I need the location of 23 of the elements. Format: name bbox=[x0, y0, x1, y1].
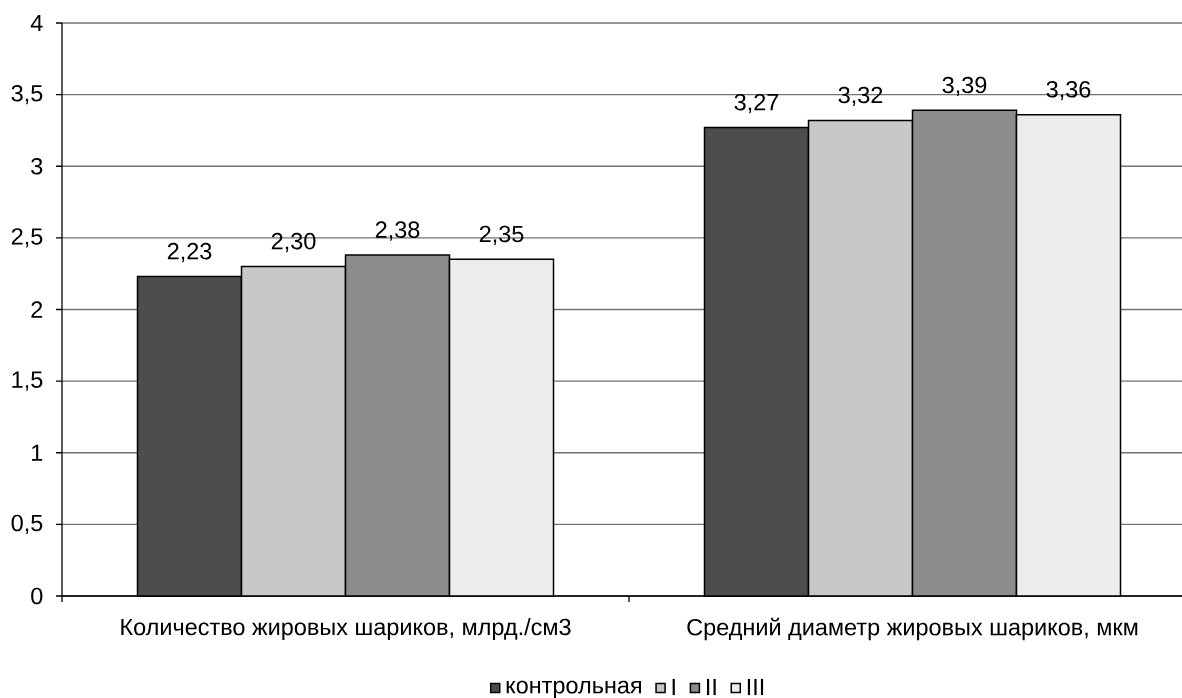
legend-label: контрольная bbox=[506, 680, 642, 698]
y-tick-label: 4 bbox=[30, 14, 43, 32]
y-tick-label: 1 bbox=[32, 444, 43, 461]
y-tick-label: 3,5 bbox=[11, 84, 43, 105]
data-label: 2,30 bbox=[271, 232, 316, 253]
x-tick-label: Средний диаметр жировых шариков, мкм bbox=[687, 617, 1138, 641]
legend-label: III bbox=[747, 678, 764, 696]
y-tick-label: 0 bbox=[31, 587, 43, 605]
x-tick-label: Количество жировых шариков, млрд./см3 bbox=[121, 618, 571, 640]
data-label: 3,32 bbox=[838, 86, 883, 107]
y-tick-label: 0,5 bbox=[11, 514, 43, 535]
y-tick-label: 2 bbox=[31, 301, 43, 318]
y-tick-label: 3 bbox=[31, 157, 43, 175]
data-label: 2,23 bbox=[167, 242, 212, 263]
data-label: 2,35 bbox=[479, 225, 524, 246]
y-tick-label: 2,5 bbox=[11, 228, 43, 248]
data-label: 3,39 bbox=[942, 76, 987, 97]
legend-label: I bbox=[672, 678, 675, 696]
data-label: 3,36 bbox=[1046, 80, 1091, 101]
legend-label: II bbox=[707, 678, 716, 696]
data-label: 3,27 bbox=[734, 93, 779, 114]
data-label: 2,38 bbox=[375, 221, 420, 241]
y-tick-label: 1,5 bbox=[12, 371, 43, 391]
